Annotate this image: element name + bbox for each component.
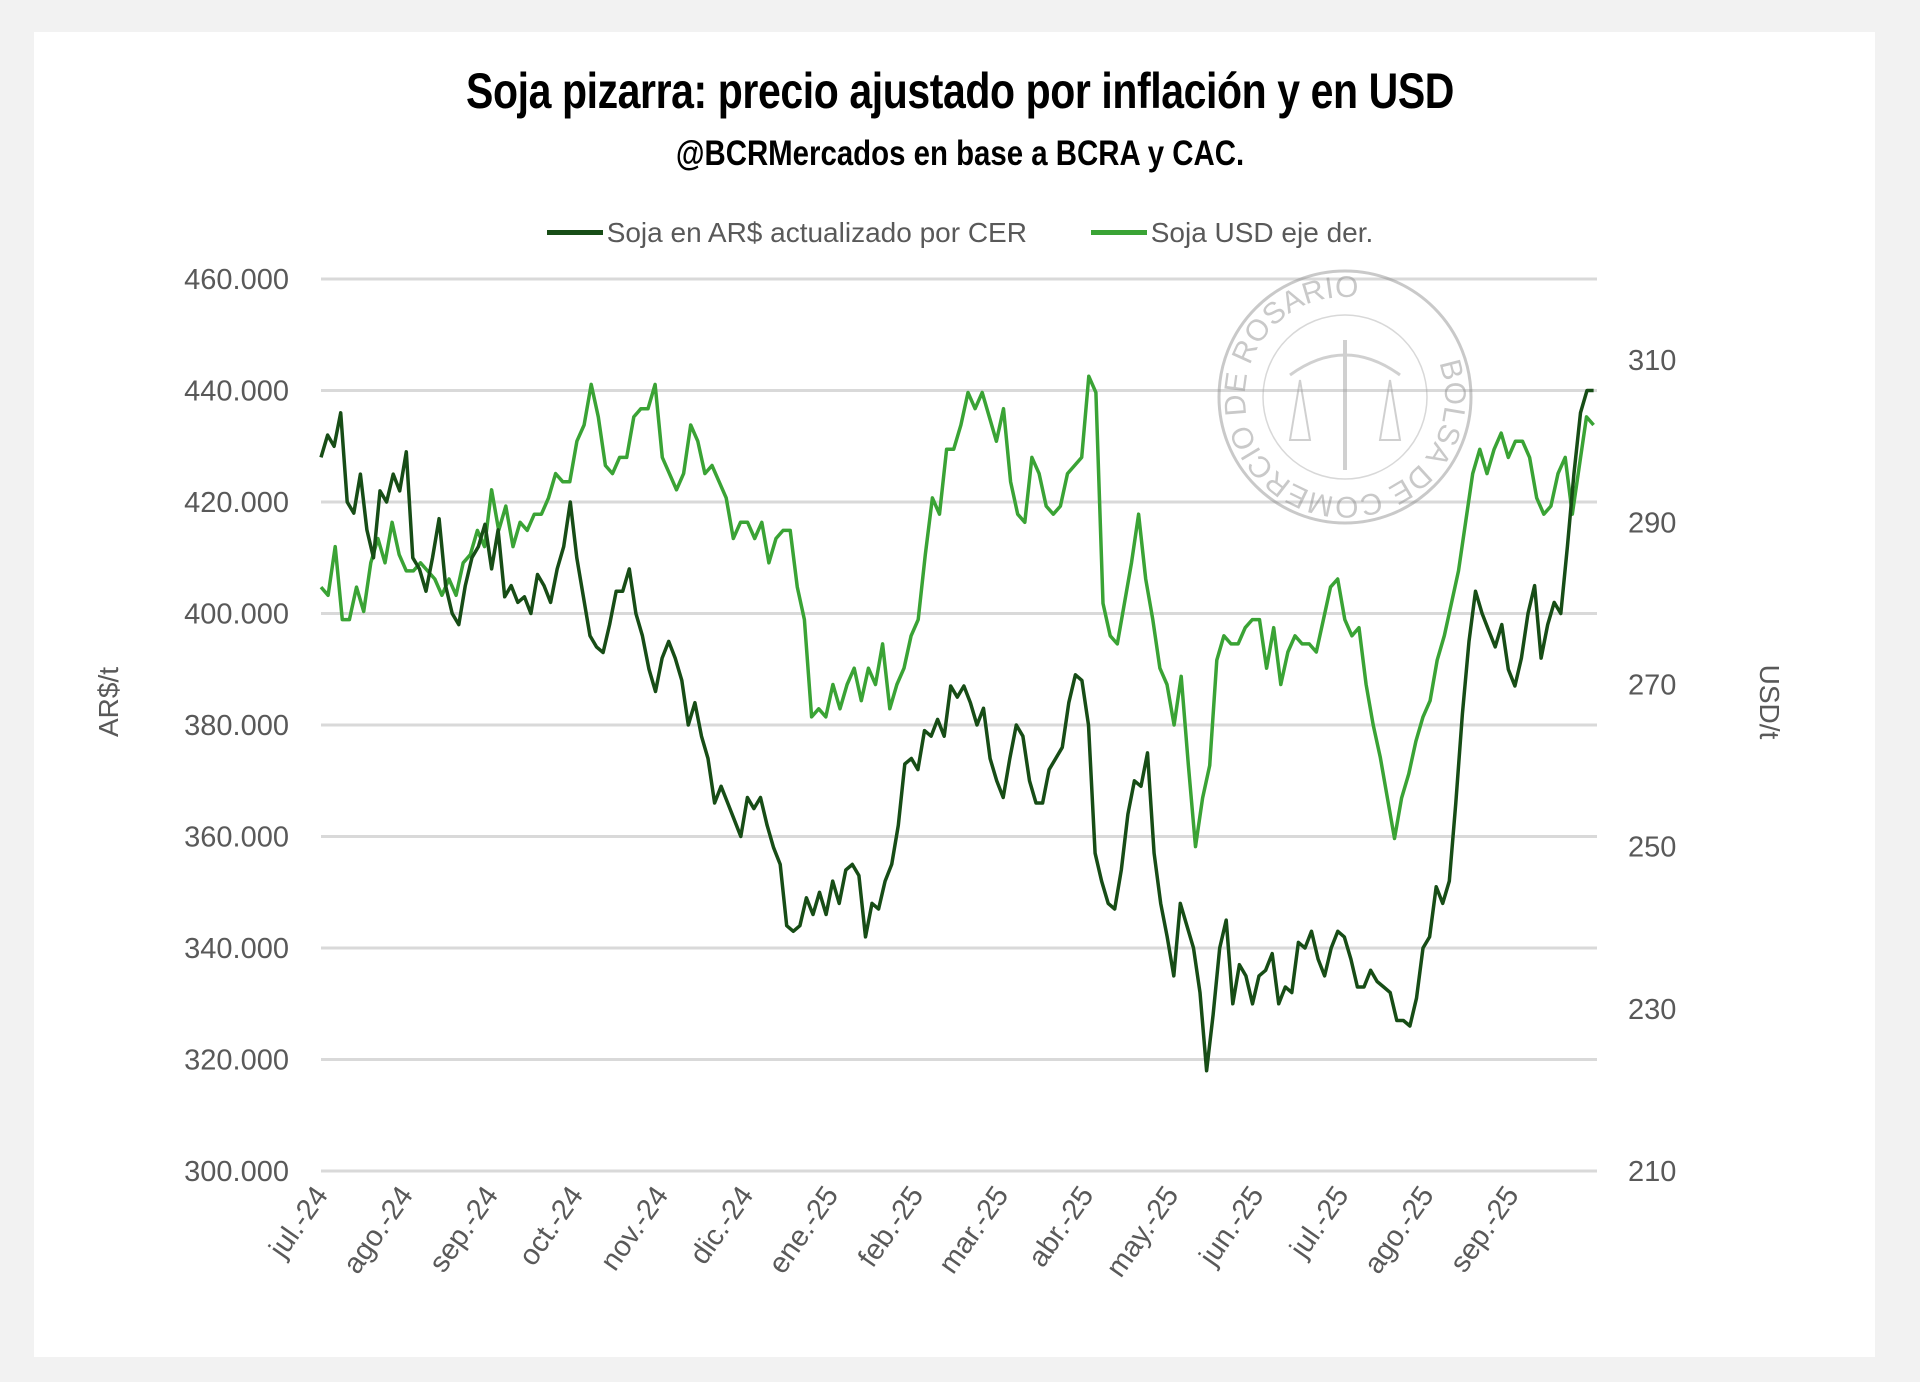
y2-tick-label: 290 bbox=[1628, 507, 1676, 539]
legend-label-ars: Soja en AR$ actualizado por CER bbox=[606, 216, 1027, 248]
x-tick-label: feb.-25 bbox=[852, 1181, 930, 1273]
x-tick-label: nov.-24 bbox=[595, 1181, 675, 1277]
x-axis: jul.-24 ago.-24 sep.-24 oct.-24 nov.-24 dic.-… bbox=[263, 1181, 1526, 1283]
y-tick-label: 440.000 bbox=[184, 376, 289, 408]
x-tick-label: sep.-24 bbox=[423, 1181, 505, 1279]
x-tick-label: ene.-25 bbox=[763, 1181, 846, 1280]
y-tick-label: 300.000 bbox=[184, 1156, 289, 1188]
y-tick-label: 320.000 bbox=[184, 1045, 289, 1077]
y2-tick-label: 270 bbox=[1628, 669, 1676, 701]
legend-item-ars: Soja en AR$ actualizado por CER bbox=[546, 216, 1027, 249]
chart-subtitle: @BCRMercados en base a BCRA y CAC. bbox=[675, 134, 1245, 173]
legend-item-usd: Soja USD eje der. bbox=[1090, 216, 1374, 249]
y-axis-left: 300.000 320.000 340.000 360.000 380.000 400.0… bbox=[184, 264, 289, 1188]
legend: Soja en AR$ actualizado por CER Soja USD… bbox=[0, 210, 1920, 249]
chart-title: Soja pizarra: precio ajustado por inflac… bbox=[466, 63, 1454, 119]
legend-swatch-ars bbox=[546, 230, 603, 235]
x-tick-label: sep.-25 bbox=[1444, 1181, 1526, 1279]
series-lines bbox=[319, 374, 1595, 1073]
series-line-ars bbox=[319, 388, 1594, 1073]
y-tick-label: 380.000 bbox=[184, 710, 289, 742]
y2-tick-label: 310 bbox=[1628, 345, 1676, 377]
y-tick-label: 360.000 bbox=[184, 822, 289, 854]
y2-tick-label: 210 bbox=[1628, 1156, 1676, 1188]
x-tick-label: may.-25 bbox=[1100, 1181, 1185, 1283]
x-tick-label: abr.-25 bbox=[1022, 1181, 1100, 1273]
x-tick-label: ago.-24 bbox=[337, 1181, 420, 1280]
y-tick-label: 420.000 bbox=[184, 487, 289, 519]
gridlines bbox=[321, 277, 1597, 1173]
x-tick-label: mar.-25 bbox=[933, 1181, 1016, 1280]
y-axis-right: 210 230 250 270 290 310 bbox=[1628, 345, 1676, 1188]
x-tick-label: jul.-25 bbox=[1283, 1181, 1355, 1265]
series-line-usd bbox=[319, 374, 1595, 849]
y-axis-title-left: AR$/t bbox=[93, 667, 124, 737]
y2-tick-label: 250 bbox=[1628, 832, 1676, 864]
x-tick-label: ago.-25 bbox=[1358, 1181, 1441, 1280]
y-tick-label: 400.000 bbox=[184, 599, 289, 631]
y2-tick-label: 230 bbox=[1628, 994, 1676, 1026]
y-tick-label: 460.000 bbox=[184, 264, 289, 296]
y-tick-label: 340.000 bbox=[184, 933, 289, 965]
x-tick-label: dic.-24 bbox=[684, 1181, 760, 1271]
legend-label-usd: Soja USD eje der. bbox=[1150, 216, 1374, 248]
x-tick-label: jun.-25 bbox=[1193, 1181, 1271, 1273]
legend-swatch-usd bbox=[1090, 230, 1147, 235]
x-tick-label: oct.-24 bbox=[513, 1181, 590, 1272]
y-axis-title-right: USD/t bbox=[1754, 665, 1785, 740]
bcr-seal-watermark: BOLSA DE COMERCIO DE ROSARIO bbox=[1183, 235, 1507, 559]
x-tick-label: jul.-24 bbox=[263, 1181, 335, 1265]
